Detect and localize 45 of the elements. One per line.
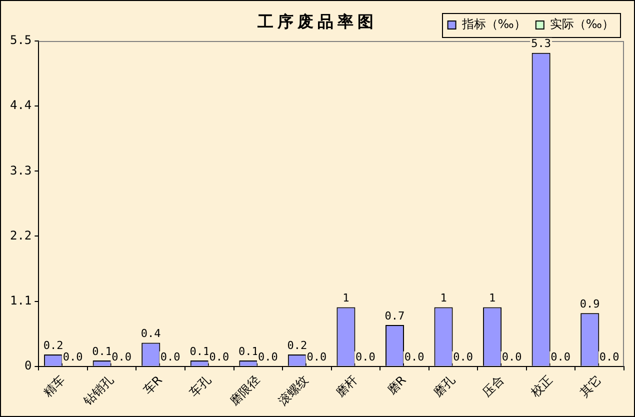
x-tick-label: 磨限径 [227,372,262,408]
legend-label: 指标（‰） [460,17,526,32]
data-label: 0.0 [356,350,376,364]
x-tick-label: 滚螺纹 [276,372,312,408]
y-tick-label: 2.2 [10,228,32,242]
x-tick-label: 压合 [480,372,506,400]
data-label: 0.1 [92,344,112,358]
data-label: 0.7 [384,309,405,322]
x-tick-label: 精车 [40,372,68,400]
data-label: 1 [488,292,496,305]
y-tick-label: 0 [24,358,32,372]
data-label: 0.0 [112,350,132,364]
y-tick-label: 1.1 [10,293,32,308]
x-tick-label: 车R [140,372,165,398]
data-label: 0.2 [43,338,64,352]
y-tick-label: 3.3 [10,163,32,178]
data-label: 0.9 [580,297,600,310]
legend-label: 实际（‰） [550,17,614,32]
data-label: 0.0 [453,350,473,364]
x-tick-label: 磨孔 [430,372,458,400]
data-label: 0.0 [160,350,180,364]
x-tick-label: 磨R [384,372,409,398]
data-label: 0.0 [62,350,83,364]
chart-title: 工序废品率图 [258,12,378,31]
x-tick-label: 磨杆 [333,372,360,400]
x-tick-label: 校正 [528,372,556,400]
data-label: 1 [342,292,350,305]
data-label: 0.1 [190,344,210,358]
data-label: 1 [440,292,447,305]
y-tick-label: 5.5 [10,33,32,48]
x-tick-label: 其它 [577,372,604,400]
y-tick-label: 4.4 [10,98,32,112]
data-label: 0.2 [287,338,308,352]
x-tick-label: 钻销孔 [80,372,116,409]
data-label: 0.0 [306,350,327,364]
x-tick-label: 车孔 [186,372,214,400]
data-label: 0.4 [140,327,162,340]
data-label: 5.3 [531,37,552,50]
data-label: 0.0 [502,350,522,364]
data-label: 0.1 [238,344,258,358]
data-label: 0.0 [209,350,230,364]
data-label: 0.0 [550,350,571,364]
data-label: 0.0 [404,350,424,364]
data-label: 0.0 [599,350,620,364]
data-label: 0.0 [258,350,278,364]
